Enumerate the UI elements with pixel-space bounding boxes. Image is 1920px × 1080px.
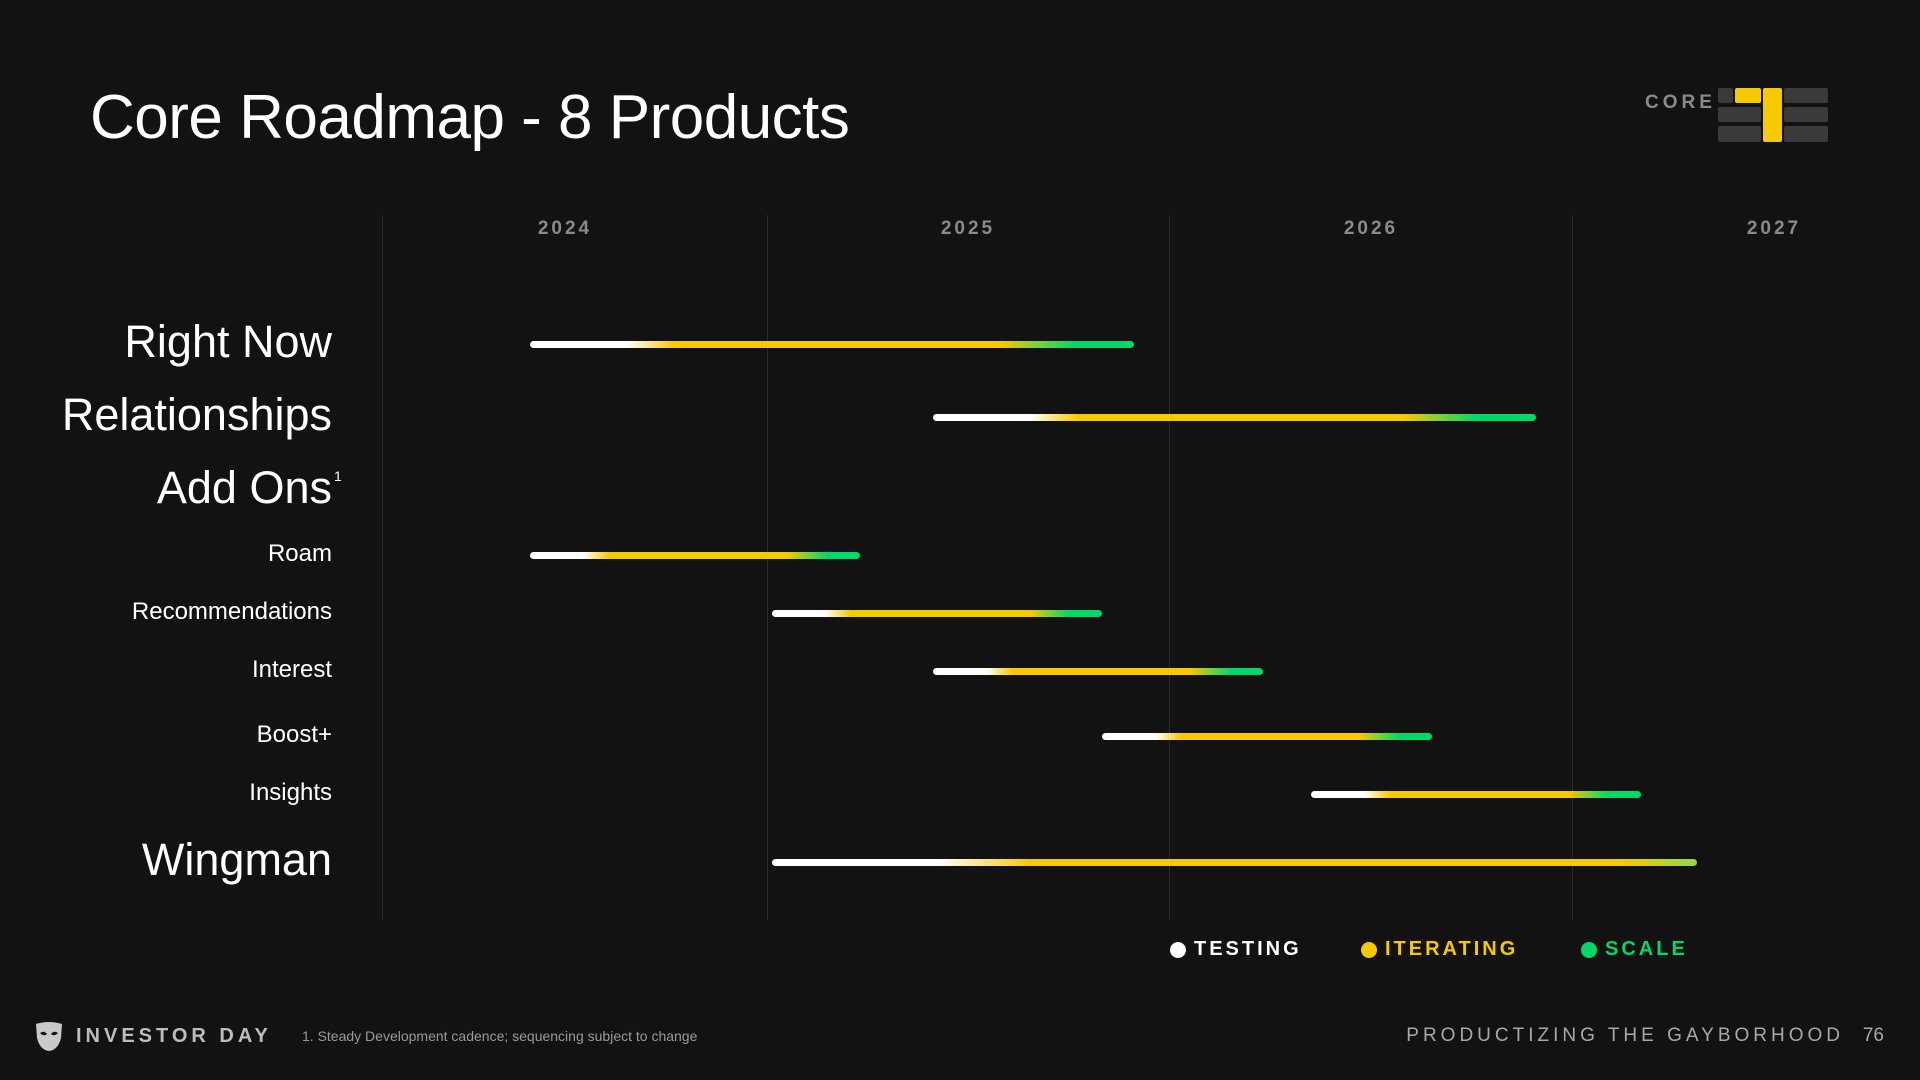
year-label-2027: 2027 [1746,218,1802,239]
legend-label: TESTING [1194,938,1302,960]
legend-dot [1581,941,1597,958]
gridline [767,215,768,920]
footer-tagline: PRODUCTIZING THE GAYBORHOOD [1406,1025,1844,1046]
row-label-interest: Interest [251,656,332,683]
roadmap-bar [530,341,1134,348]
legend-dot [1170,941,1186,958]
row-label-relationships: Relationships [61,389,332,440]
row-label-add-ons: Add Ons [156,462,332,513]
mask-logo-icon [36,1022,62,1051]
legend-item-testing: TESTING [1170,938,1302,961]
roadmap-bar [932,668,1263,675]
row-label-insights: Insights [249,779,332,806]
legend-label: SCALE [1605,938,1688,960]
row-label-right-now: Right Now [124,316,332,367]
gridline [1169,215,1170,920]
roadmap-bar [771,859,1698,866]
roadmap-bar [932,414,1537,421]
year-label-2024: 2024 [537,218,593,239]
legend-item-scale: SCALE [1581,938,1688,961]
row-label-roam: Roam [267,540,332,567]
roadmap-bar [771,610,1102,617]
footnote: 1. Steady Development cadence; sequencin… [302,1028,698,1044]
footer-brand: INVESTOR DAY [76,1025,272,1047]
legend-label: ITERATING [1385,938,1519,960]
gridline [1572,215,1573,920]
core-label: CORE [1645,92,1716,113]
slide-title: Core Roadmap - 8 Products [90,83,850,152]
year-label-2026: 2026 [1343,218,1399,239]
core-badge: CORE [1645,88,1833,144]
legend-dot [1361,941,1377,958]
row-label-recommendations: Recommendations [131,598,332,625]
roadmap-bar [1101,733,1432,740]
row-label-wingman: Wingman [141,834,332,885]
legend-item-iterating: ITERATING [1361,938,1518,961]
roadmap-bar [1310,791,1641,798]
roadmap-bar [530,552,861,559]
page-number: 76 [1862,1025,1884,1046]
row-label-boost-: Boost+ [256,721,332,748]
footnote-marker: 1 [334,468,342,484]
year-label-2025: 2025 [940,218,996,239]
gridline [382,215,383,920]
